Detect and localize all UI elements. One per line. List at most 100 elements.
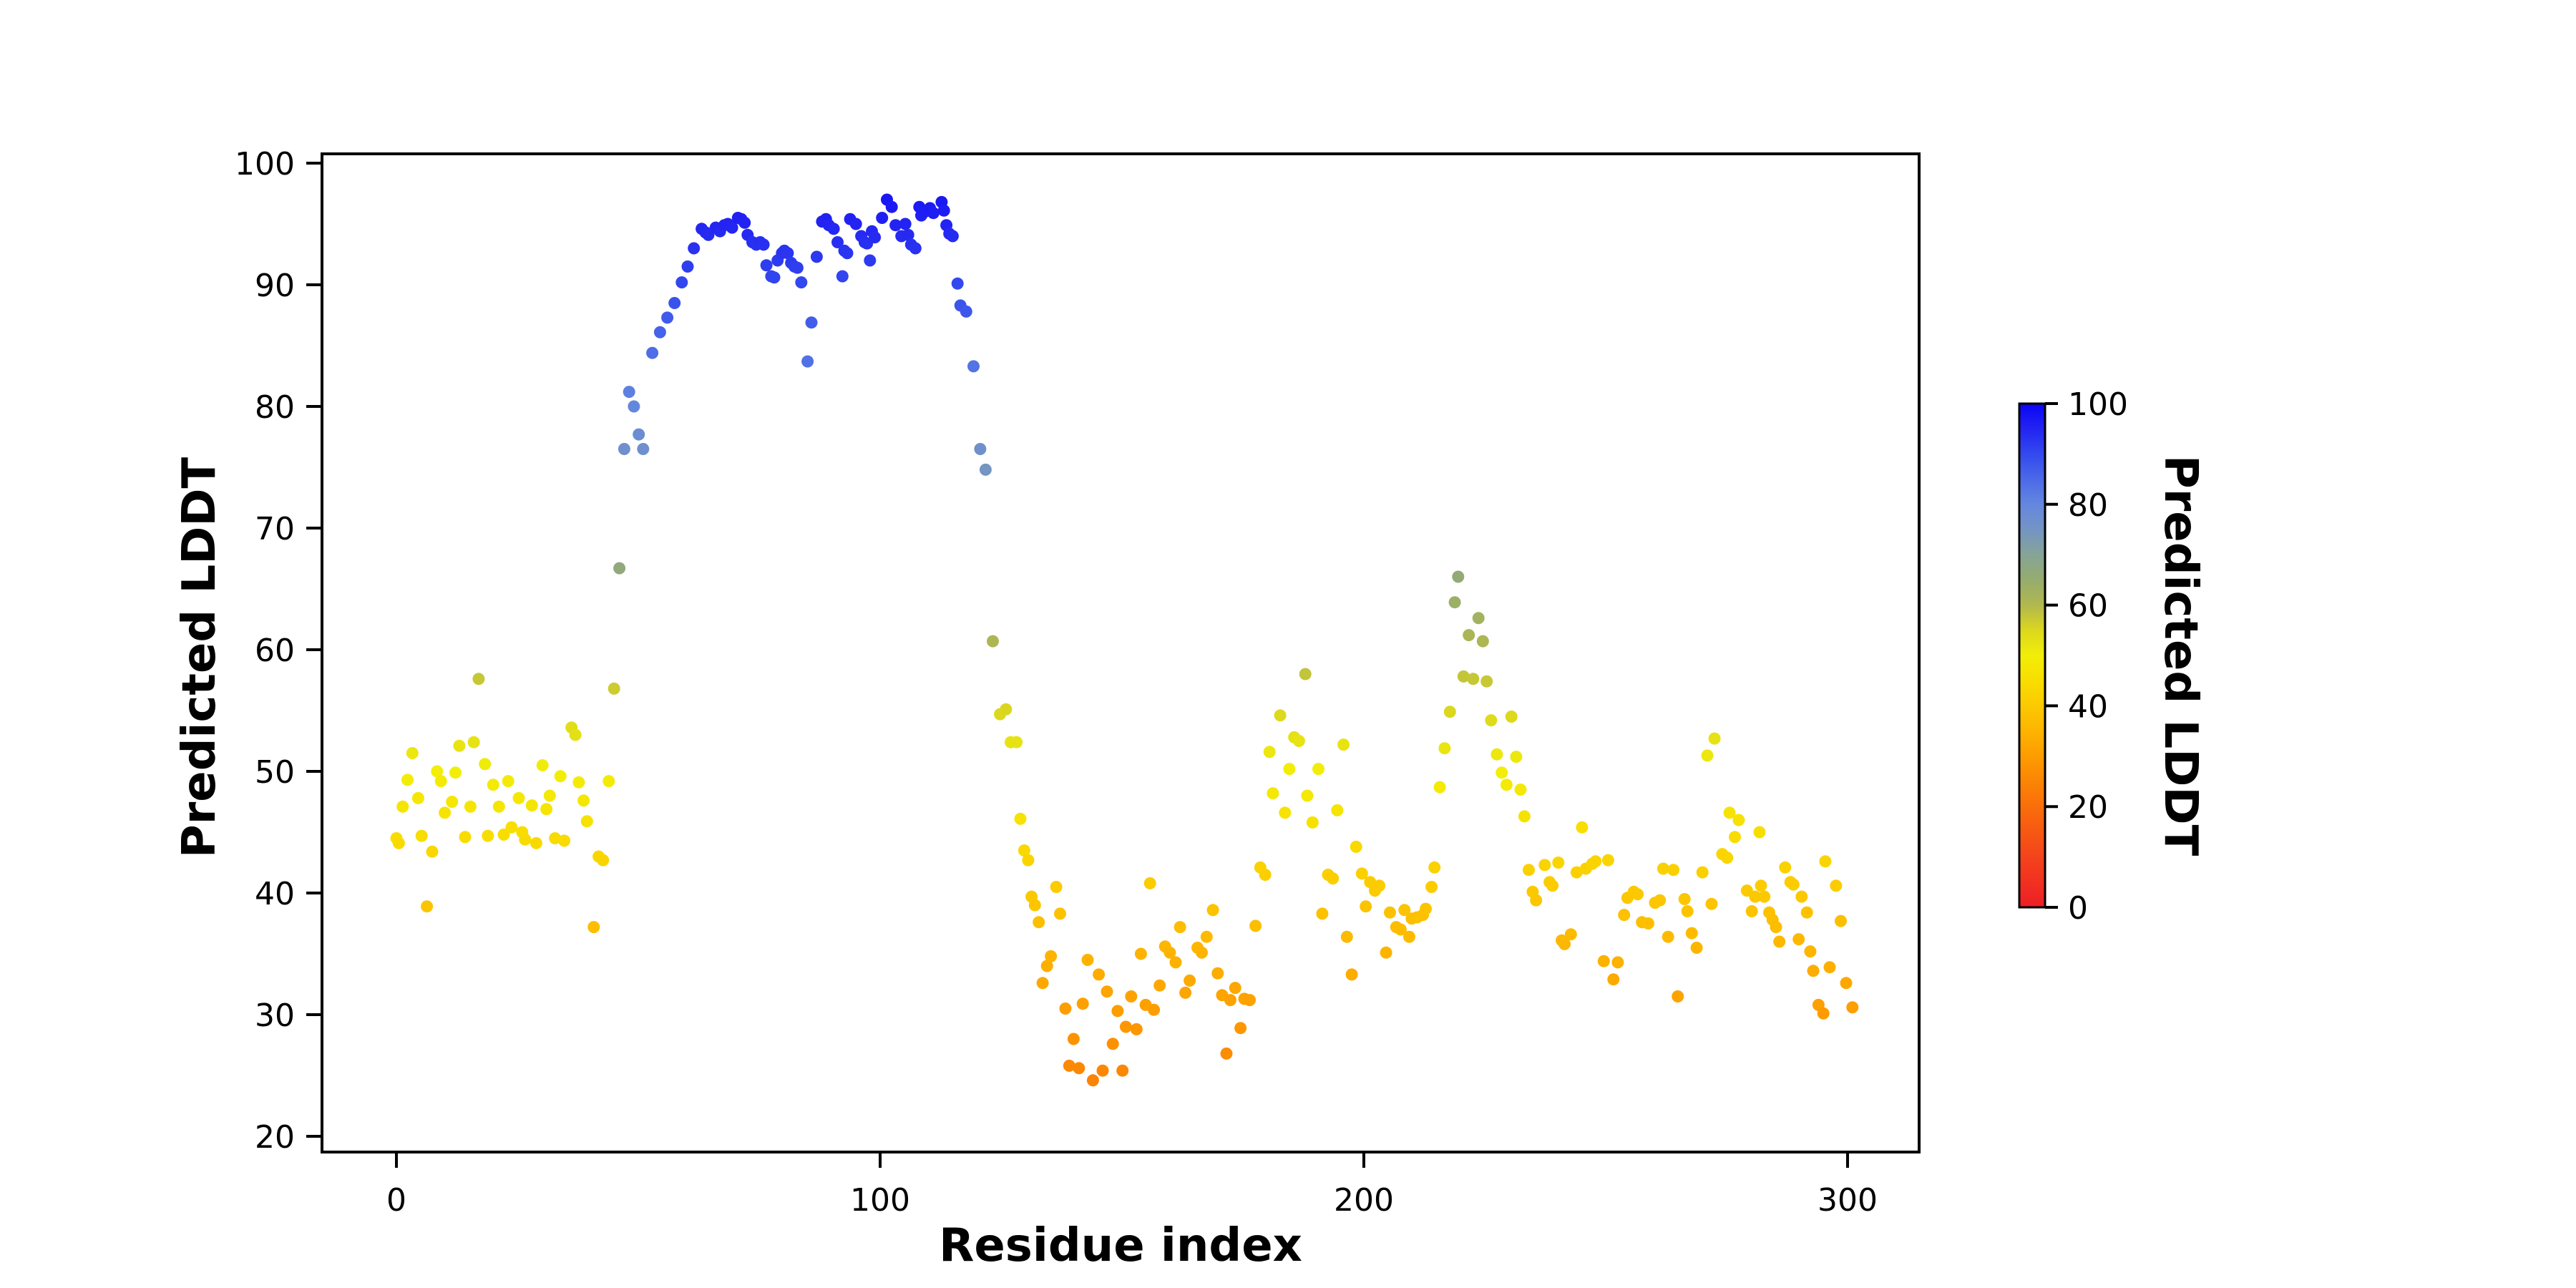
scatter-point	[1611, 956, 1624, 969]
scatter-point	[760, 259, 773, 272]
scatter-point	[472, 673, 485, 686]
x-tick-label: 0	[386, 1182, 406, 1219]
scatter-point	[1148, 1003, 1161, 1016]
scatter-point	[623, 386, 635, 399]
scatter-point	[1448, 596, 1461, 609]
scatter-point	[1642, 917, 1654, 930]
scatter-point	[464, 800, 477, 813]
scatter-point	[1244, 994, 1256, 1007]
scatter-point	[1662, 930, 1674, 943]
scatter-point	[1106, 1038, 1119, 1050]
scatter-point	[1283, 763, 1296, 776]
scatter-point	[1438, 742, 1451, 755]
scatter-point	[827, 223, 840, 235]
scatter-point	[512, 791, 525, 804]
scatter-point	[587, 921, 600, 934]
scatter-point	[1018, 844, 1030, 857]
scatter-point	[396, 800, 409, 813]
scatter-point	[1443, 706, 1456, 718]
scatter-point	[795, 276, 808, 289]
scatter-point	[497, 828, 510, 841]
scatter-point	[1773, 935, 1786, 948]
scatter-point	[577, 794, 590, 807]
scatter-point	[1299, 668, 1312, 680]
colorbar-gradient	[2019, 404, 2045, 907]
scatter-point	[899, 218, 912, 230]
scatter-point	[1518, 810, 1531, 823]
scatter-point	[1690, 942, 1703, 954]
scatter-point	[1119, 1020, 1132, 1033]
scatter-point	[849, 218, 862, 230]
scatter-point	[1705, 897, 1718, 910]
scatter-point	[979, 463, 992, 476]
scatter-point	[791, 261, 804, 274]
scatter-point	[1014, 812, 1027, 825]
colorbar-tick-label: 100	[2068, 386, 2128, 423]
scatter-point	[1267, 787, 1279, 800]
scatter-point	[1830, 879, 1843, 892]
scatter-point	[653, 326, 666, 338]
scatter-point	[1073, 1062, 1085, 1075]
scatter-point	[1143, 877, 1156, 889]
scatter-point	[1476, 635, 1489, 648]
colorbar-frame	[2018, 402, 2046, 909]
scatter-point	[602, 775, 615, 788]
scatter-point	[446, 796, 459, 808]
scatter-point	[1819, 855, 1832, 868]
scatter-point	[431, 765, 444, 778]
scatter-point	[1134, 947, 1147, 960]
scatter-point	[1428, 861, 1441, 874]
scatter-point	[1054, 907, 1066, 920]
scatter-point	[937, 204, 950, 217]
scatter-point	[1654, 894, 1667, 907]
scatter-point	[415, 829, 428, 842]
scatter-point	[1708, 732, 1721, 745]
scatter-point	[618, 443, 630, 455]
scatter-point	[1033, 916, 1045, 929]
plot-area	[321, 152, 1921, 1153]
scatter-point	[1380, 946, 1392, 959]
scatter-point	[1081, 954, 1094, 966]
scatter-point	[1234, 1022, 1247, 1035]
scatter-point	[1174, 921, 1186, 934]
scatter-point	[392, 836, 405, 849]
scatter-point	[492, 800, 505, 813]
scatter-point	[1701, 749, 1714, 762]
scatter-point	[1787, 878, 1800, 891]
scatter-point	[1331, 804, 1344, 816]
scatter-point	[841, 247, 854, 260]
scatter-point	[1184, 974, 1196, 987]
scatter-point	[1350, 840, 1362, 853]
y-tick-label: 20	[255, 1119, 295, 1156]
scatter-point	[1523, 864, 1535, 877]
scatter-point	[1398, 904, 1411, 917]
scatter-point	[1063, 1059, 1075, 1072]
scatter-point	[482, 829, 494, 842]
x-tick-label: 100	[850, 1182, 910, 1219]
scatter-point	[1807, 965, 1820, 977]
scatter-point	[1696, 866, 1709, 879]
scatter-point	[580, 815, 593, 828]
scatter-point	[519, 833, 532, 846]
scatter-point	[1505, 711, 1518, 723]
scatter-point	[1576, 821, 1589, 834]
scatter-point	[1758, 890, 1771, 903]
scatter-point	[1130, 1023, 1143, 1035]
scatter-point	[688, 242, 701, 255]
scatter-point	[628, 400, 640, 413]
scatter-point	[757, 238, 770, 251]
scatter-point	[1163, 946, 1176, 959]
scatter-point	[781, 247, 794, 260]
scatter-point	[675, 276, 688, 289]
scatter-point	[1835, 914, 1847, 927]
scatter-point	[543, 789, 556, 802]
scatter-point	[1723, 806, 1736, 819]
scatter-point	[1111, 1005, 1124, 1018]
scatter-point	[1394, 923, 1407, 936]
scatter-point	[831, 236, 844, 248]
scatter-point	[1467, 673, 1480, 686]
colorbar-tick-label: 60	[2068, 588, 2108, 625]
scatter-point	[1086, 1074, 1099, 1087]
scatter-point	[1301, 789, 1314, 802]
